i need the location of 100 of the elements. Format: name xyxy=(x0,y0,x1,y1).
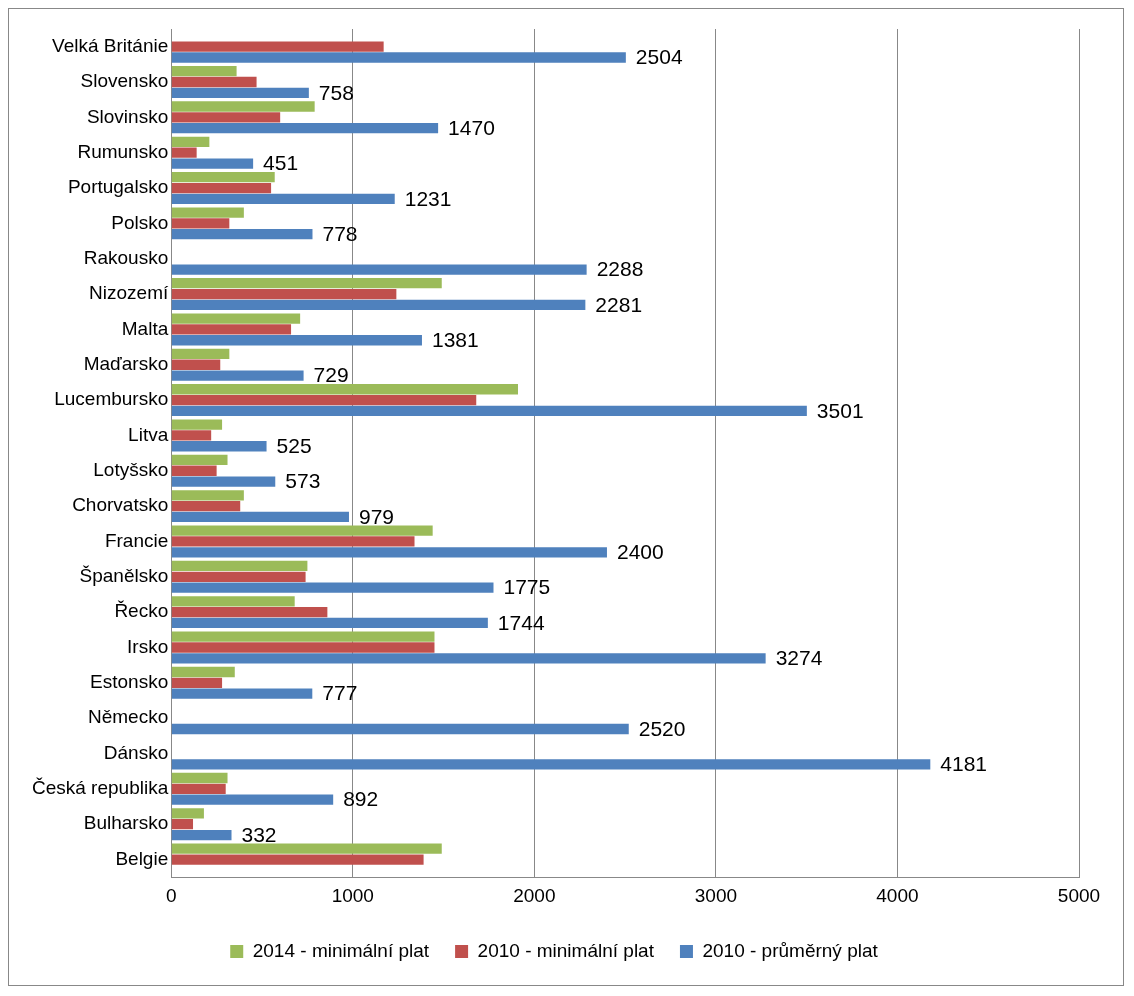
data-label: 3501 xyxy=(816,398,864,422)
x-tick-label: 1000 xyxy=(331,884,374,906)
bar xyxy=(171,147,197,158)
data-label: 758 xyxy=(318,80,354,104)
y-tick-label: Estonsko xyxy=(90,671,169,693)
data-label: 1470 xyxy=(448,115,495,139)
y-tick-label: Nizozemí xyxy=(89,282,169,304)
y-tick-label: Řecko xyxy=(114,600,169,622)
data-label: 777 xyxy=(322,681,358,705)
y-tick-label: Slovensko xyxy=(80,70,169,92)
bar xyxy=(171,359,221,370)
x-tick-label: 0 xyxy=(165,884,177,906)
bar xyxy=(171,596,295,607)
bar xyxy=(171,465,217,476)
data-label: 4181 xyxy=(940,752,988,776)
bar xyxy=(171,666,235,678)
data-label: 1744 xyxy=(497,610,545,634)
bar xyxy=(171,759,931,770)
bar xyxy=(171,419,223,430)
bar xyxy=(171,783,226,794)
bar xyxy=(171,430,212,441)
y-tick-label: Portugalsko xyxy=(67,176,169,198)
data-label: 332 xyxy=(241,822,277,846)
bar xyxy=(171,158,254,169)
bar xyxy=(171,843,442,854)
bar xyxy=(171,829,232,841)
y-tick-label: Lotyšsko xyxy=(93,459,169,481)
bar xyxy=(171,511,349,523)
bar xyxy=(171,490,244,501)
bar xyxy=(171,772,228,784)
y-tick-label: Dánsko xyxy=(103,741,169,763)
data-label: 1775 xyxy=(503,575,551,599)
y-tick-label: Česká republika xyxy=(31,777,169,799)
bar xyxy=(171,500,241,512)
y-tick-label: Maďarsko xyxy=(83,352,169,374)
y-tick-label: Polsko xyxy=(111,211,169,233)
bar xyxy=(171,193,395,205)
bar xyxy=(171,688,313,699)
data-label: 2288 xyxy=(596,257,644,281)
data-label: 3274 xyxy=(775,646,823,670)
bar xyxy=(171,136,210,148)
bar xyxy=(171,547,607,558)
bar xyxy=(171,405,807,417)
bar xyxy=(171,112,281,123)
y-tick-label: Francie xyxy=(104,529,169,551)
bar xyxy=(171,76,257,88)
data-label: 778 xyxy=(322,222,358,246)
x-tick-label: 5000 xyxy=(1057,884,1101,906)
bar xyxy=(171,560,308,572)
bar xyxy=(171,87,309,98)
bar xyxy=(171,808,204,819)
bar xyxy=(171,324,292,335)
y-tick-label: Španělsko xyxy=(79,565,169,587)
data-label: 2520 xyxy=(638,716,686,740)
bar xyxy=(171,278,442,289)
data-label: 1381 xyxy=(431,328,479,352)
bar xyxy=(171,229,313,240)
y-tick-label: Malta xyxy=(121,317,169,339)
bar xyxy=(171,794,334,805)
legend-label: 2010 - průměrný plat xyxy=(702,939,879,961)
bar xyxy=(171,606,328,618)
bar xyxy=(171,370,304,381)
y-tick-label: Irsko xyxy=(127,635,169,657)
bar xyxy=(171,101,315,112)
bar xyxy=(171,454,228,466)
bar xyxy=(171,677,223,688)
bar xyxy=(171,536,415,547)
bar xyxy=(171,854,424,865)
data-label: 573 xyxy=(285,469,321,493)
bar xyxy=(171,172,275,183)
bar xyxy=(171,653,766,664)
bar xyxy=(171,182,272,194)
x-tick-label: 4000 xyxy=(876,884,919,906)
bar xyxy=(171,642,435,653)
bar xyxy=(171,631,435,642)
x-tick-label: 2000 xyxy=(513,884,556,906)
data-label: 979 xyxy=(358,504,395,528)
bar xyxy=(171,66,237,77)
y-tick-label: Belgie xyxy=(115,847,169,869)
bar xyxy=(171,582,494,593)
bar xyxy=(171,299,586,311)
bar xyxy=(171,207,244,218)
bar xyxy=(171,441,267,452)
bar xyxy=(171,218,230,229)
data-label: 451 xyxy=(263,151,299,175)
bar xyxy=(171,571,306,582)
bar xyxy=(171,384,518,395)
y-tick-label: Slovinsko xyxy=(86,105,169,127)
legend-label: 2010 - minimální plat xyxy=(477,939,655,961)
bar xyxy=(171,288,397,300)
bar xyxy=(171,264,587,275)
data-label: 729 xyxy=(313,363,349,387)
y-tick-label: Rumunsko xyxy=(77,140,169,162)
bar xyxy=(171,476,276,487)
y-tick-label: Chorvatsko xyxy=(72,494,169,516)
data-label: 2400 xyxy=(616,540,664,564)
bar xyxy=(171,525,433,536)
y-tick-label: Lucembursko xyxy=(54,388,169,410)
bar xyxy=(171,335,422,346)
legend-label: 2014 - minimální plat xyxy=(252,939,430,961)
